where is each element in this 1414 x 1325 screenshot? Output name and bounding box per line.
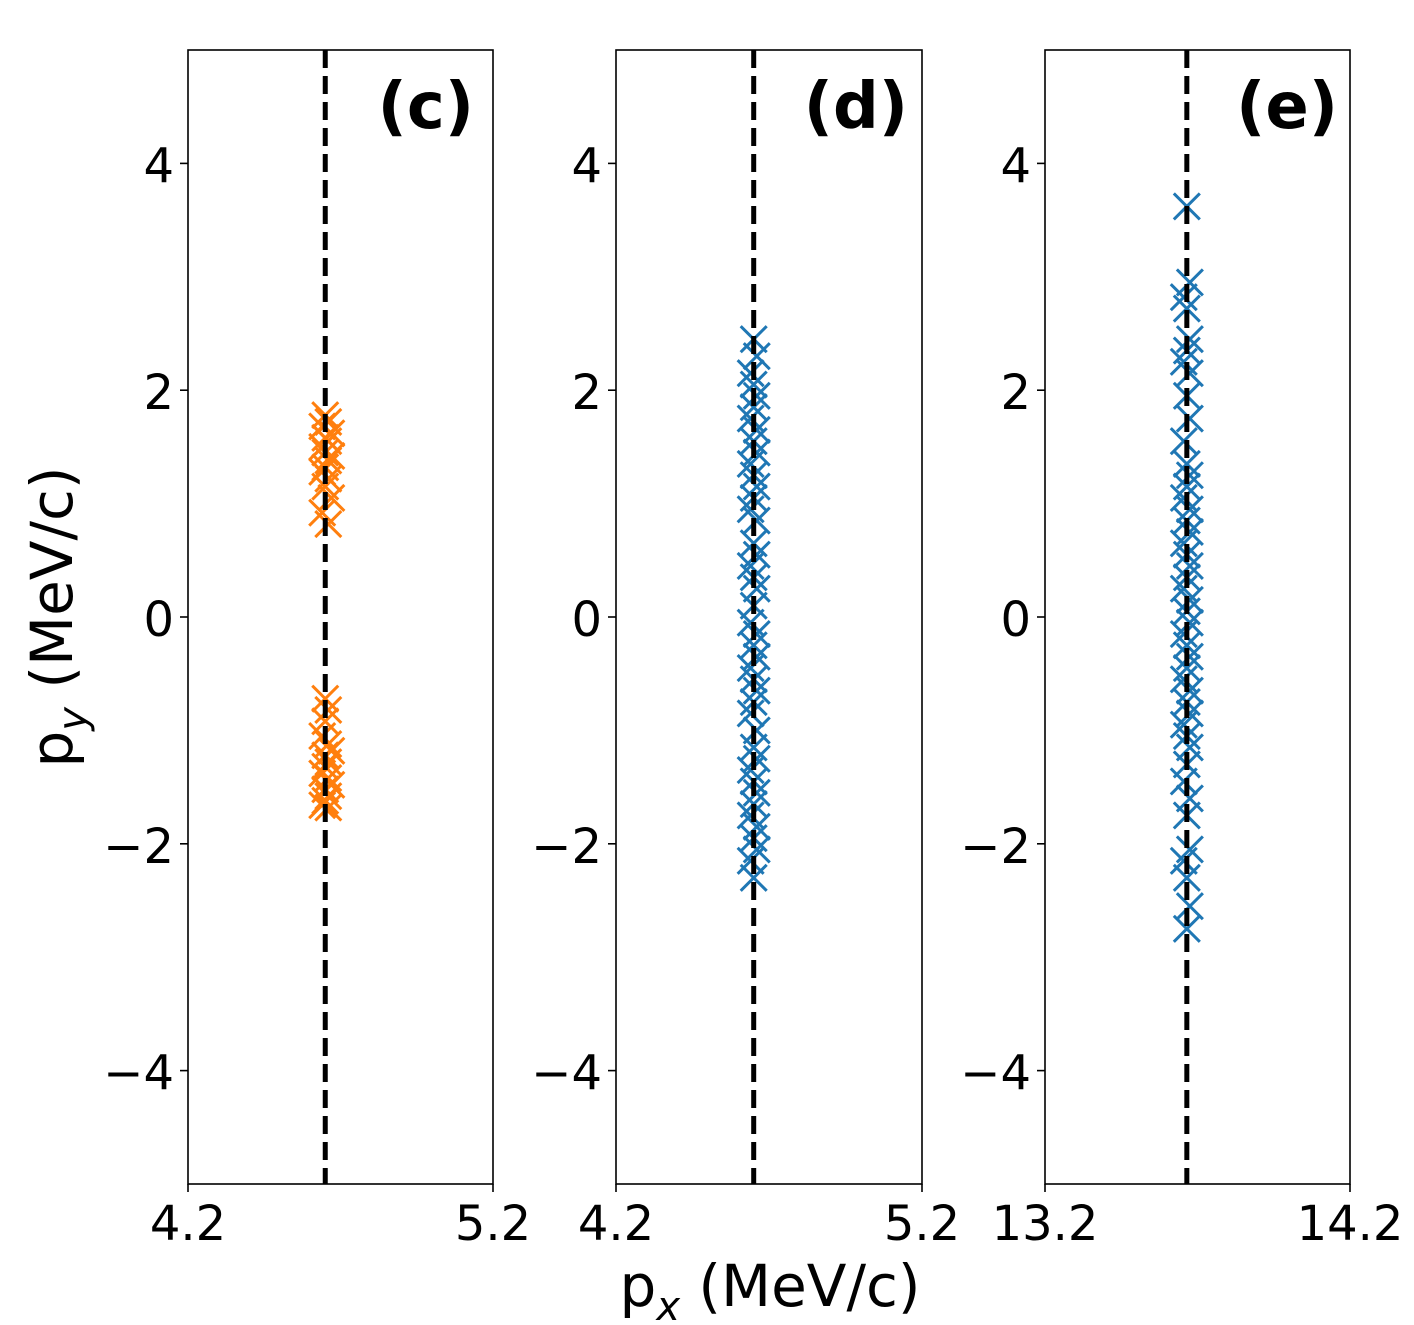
- x-axis-label-main: p: [619, 1252, 656, 1320]
- y-tick-label: 4: [1000, 138, 1031, 194]
- data-point-marker: [1175, 325, 1204, 354]
- data-point-marker: [308, 791, 337, 820]
- axis-ticks: −4 −2 0 2 4 13.2 14.2: [960, 138, 1403, 1252]
- y-tick-label: 4: [571, 138, 602, 194]
- y-tick-label: −4: [531, 1046, 602, 1102]
- data-point-marker: [1172, 863, 1201, 892]
- data-point-marker: [314, 695, 343, 725]
- data-point-marker: [736, 653, 765, 683]
- panel-c: −4 −2 0 2 4 4.2 5.2 (c): [103, 49, 531, 1252]
- y-tick-label: −2: [960, 819, 1031, 875]
- data-point-marker: [1172, 914, 1201, 943]
- data-point-marker: [1169, 767, 1198, 796]
- data-point-marker: [742, 676, 771, 705]
- x-tick-label: 14.2: [1297, 1196, 1404, 1252]
- data-point-marker: [1175, 461, 1204, 490]
- data-point-marker: [742, 472, 771, 501]
- data-point-marker: [1169, 529, 1198, 558]
- data-point-marker: [1175, 404, 1204, 433]
- data-point-marker: [1175, 642, 1204, 671]
- data-point-marker: [1172, 294, 1201, 323]
- data-point-marker: [739, 370, 768, 399]
- y-axis-label: py (MeV/c): [18, 466, 96, 767]
- panel-label: (e): [1236, 70, 1338, 144]
- data-point-marker: [1175, 676, 1204, 705]
- data-point-marker: [739, 393, 768, 422]
- x-axis-label: px (MeV/c): [619, 1252, 920, 1325]
- y-tick-label: 0: [1000, 592, 1031, 648]
- data-point-marker: [1172, 449, 1201, 478]
- data-point-marker: [736, 846, 765, 875]
- data-point-marker: [742, 574, 771, 603]
- data-point-marker: [1169, 710, 1198, 739]
- data-point-marker: [739, 733, 768, 762]
- data-point-marker: [1175, 733, 1204, 762]
- data-point-marker: [1175, 585, 1204, 615]
- data-point-marker: [1175, 892, 1204, 921]
- data-point-marker: [1172, 631, 1201, 660]
- data-point-marker: [742, 812, 771, 841]
- data-point-marker: [736, 359, 765, 388]
- data-point-marker: [1172, 653, 1201, 683]
- data-point-marker: [1175, 551, 1204, 581]
- data-point-marker: [742, 415, 771, 444]
- y-tick-label: 0: [143, 592, 174, 648]
- data-point-marker: [742, 619, 771, 649]
- y-axis-label-main: p: [18, 731, 86, 768]
- y-tick-label: −4: [960, 1046, 1031, 1102]
- panel-e: −4 −2 0 2 4 13.2 14.2 (e): [960, 49, 1403, 1252]
- data-point-marker: [742, 342, 771, 371]
- axis-ticks: −4 −2 0 2 4 4.2 5.2: [531, 138, 960, 1252]
- y-axis-label-sub: y: [50, 706, 96, 732]
- data-point-marker: [317, 483, 346, 512]
- panel-label: (c): [378, 70, 474, 144]
- x-tick-label: 5.2: [455, 1196, 531, 1252]
- x-axis-label-sub: x: [654, 1284, 680, 1325]
- y-tick-label: 2: [143, 365, 174, 421]
- x-tick-label: 13.2: [992, 1196, 1099, 1252]
- data-point-marker: [1169, 619, 1198, 649]
- data-point-marker: [736, 756, 765, 785]
- y-tick-label: 2: [1000, 365, 1031, 421]
- data-point-marker: [742, 716, 771, 745]
- y-tick-label: −4: [103, 1046, 174, 1102]
- x-axis-label-unit: (MeV/c): [680, 1252, 921, 1320]
- panel-d: −4 −2 0 2 4 4.2 5.2 (d): [531, 49, 960, 1252]
- y-tick-label: 0: [571, 592, 602, 648]
- data-point-marker: [314, 509, 343, 539]
- y-axis-label-unit: (MeV/c): [18, 466, 86, 707]
- data-point-marker: [1169, 283, 1198, 312]
- data-point-marker: [1169, 846, 1198, 875]
- y-tick-label: −2: [531, 819, 602, 875]
- data-point-marker: [742, 778, 771, 807]
- data-point-marker: [1175, 268, 1204, 297]
- data-point-marker: [1175, 359, 1204, 388]
- panel-label: (d): [804, 70, 908, 144]
- axis-ticks: −4 −2 0 2 4 4.2 5.2: [103, 138, 531, 1252]
- data-point-marker: [736, 699, 765, 728]
- y-tick-label: 2: [571, 365, 602, 421]
- data-point-marker: [1175, 495, 1204, 524]
- data-point-marker: [739, 863, 768, 892]
- data-point-marker: [1175, 784, 1204, 813]
- data-point-marker: [311, 684, 340, 713]
- data-point-marker: [742, 381, 771, 410]
- y-tick-label: −2: [103, 819, 174, 875]
- x-tick-label: 5.2: [884, 1196, 960, 1252]
- data-point-marker: [742, 506, 771, 535]
- data-point-marker: [736, 551, 765, 581]
- y-tick-label: 4: [143, 138, 174, 194]
- x-tick-label: 4.2: [150, 1196, 226, 1252]
- data-point-marker: [1169, 427, 1198, 456]
- data-point-marker: [314, 793, 343, 822]
- data-point-marker: [739, 529, 768, 558]
- data-point-marker: [739, 631, 768, 660]
- x-tick-label: 4.2: [578, 1196, 654, 1252]
- data-point-marker: [1172, 472, 1201, 501]
- data-point-marker: [736, 449, 765, 478]
